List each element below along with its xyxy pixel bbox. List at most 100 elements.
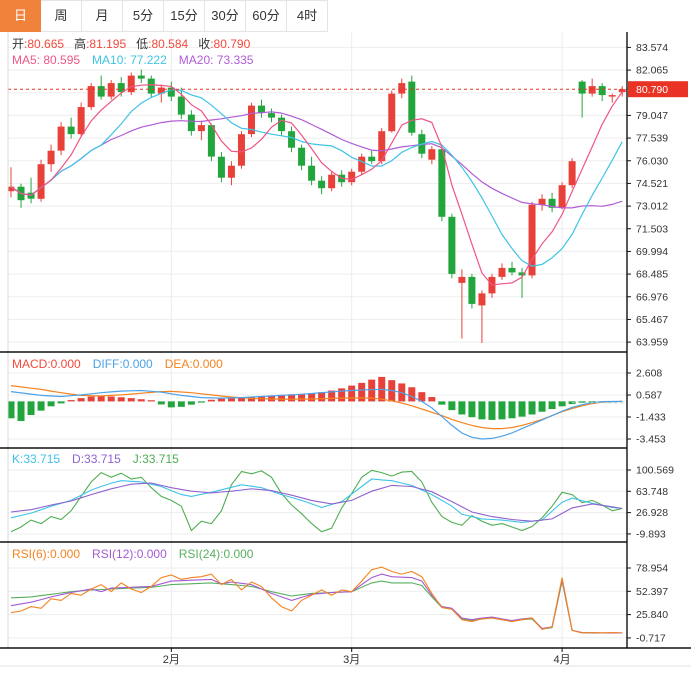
candle xyxy=(278,117,286,132)
candle xyxy=(588,86,596,94)
axis-tick-label: 63.959 xyxy=(636,337,668,349)
macd-bar xyxy=(147,400,155,402)
axis-tick-label: 69.994 xyxy=(636,246,668,258)
macd-bar xyxy=(358,382,366,402)
candle xyxy=(428,149,436,160)
period-tabbar: 日周月 5分 15分 30分 60分 4时 xyxy=(0,0,691,32)
candle xyxy=(388,93,396,132)
chart-svg[interactable]: 80.790 83.574 82.065 79.047 77.539 76.030 74.5… xyxy=(0,32,691,676)
candle xyxy=(268,113,276,118)
tab-day[interactable]: 日 xyxy=(0,0,41,32)
candle xyxy=(408,81,416,133)
candle xyxy=(298,147,306,166)
candle xyxy=(247,105,255,135)
series-line xyxy=(10,573,623,634)
candle xyxy=(318,180,326,189)
axis-tick-label: 100.569 xyxy=(636,465,674,477)
axis-tick-label: 0.587 xyxy=(636,390,662,402)
macd-bar xyxy=(318,392,326,402)
tab-5min[interactable]: 5分 xyxy=(123,0,164,32)
axis-tick-label: -0.717 xyxy=(636,633,666,645)
candle xyxy=(288,131,296,148)
candle xyxy=(448,216,456,274)
macd-bar xyxy=(508,401,516,419)
macd-bar xyxy=(438,401,446,405)
macd-bar xyxy=(27,401,35,416)
macd-bar xyxy=(328,390,336,402)
axis-tick-label: 65.467 xyxy=(636,314,668,326)
macd-bar xyxy=(468,401,476,418)
axis-tick-label: 77.539 xyxy=(636,133,668,145)
macd-bar xyxy=(458,401,466,415)
tab-30min[interactable]: 30分 xyxy=(205,0,246,32)
series-line xyxy=(10,566,623,634)
macd-bar xyxy=(308,393,316,402)
candle xyxy=(117,83,125,93)
candle xyxy=(578,81,586,94)
candle xyxy=(237,134,245,166)
candle xyxy=(57,126,65,151)
macd-bar xyxy=(298,393,306,402)
candle xyxy=(107,83,115,97)
macd-bar xyxy=(17,401,25,422)
tab-15min[interactable]: 15分 xyxy=(164,0,205,32)
macd-bar xyxy=(47,401,55,407)
axis-tick-label: 74.521 xyxy=(636,178,668,190)
candle xyxy=(167,87,175,97)
macd-bar xyxy=(197,401,205,403)
candle xyxy=(87,86,95,108)
macd-bar xyxy=(448,401,456,411)
tab-60min[interactable]: 60分 xyxy=(246,0,287,32)
candle xyxy=(47,150,55,165)
current-price-badge xyxy=(628,81,688,98)
macd-bar xyxy=(588,401,596,403)
series-line xyxy=(10,580,623,634)
series-line xyxy=(10,111,623,209)
candle xyxy=(568,161,576,186)
macd-bar xyxy=(57,401,65,404)
axis-tick-label: -1.433 xyxy=(636,412,666,424)
candle xyxy=(398,83,406,94)
macd-bar xyxy=(7,401,15,419)
macd-bar xyxy=(408,387,416,402)
macd-bar xyxy=(137,399,145,402)
axis-tick-label: 78.954 xyxy=(636,563,668,575)
tab-month[interactable]: 月 xyxy=(82,0,123,32)
axis-tick-label: 76.030 xyxy=(636,155,668,167)
macd-bar xyxy=(288,394,296,402)
candle xyxy=(608,95,616,97)
candle xyxy=(548,198,556,208)
tab-4hour[interactable]: 4时 xyxy=(287,0,328,32)
candle xyxy=(7,186,15,192)
axis-tick-label: 83.574 xyxy=(636,42,668,54)
candle xyxy=(177,96,185,115)
candle xyxy=(558,185,566,208)
axis-tick-label: -9.893 xyxy=(636,529,666,541)
series-line xyxy=(10,478,623,523)
candle xyxy=(358,156,366,172)
macd-bar xyxy=(548,401,556,410)
candle xyxy=(308,165,316,181)
tab-week[interactable]: 周 xyxy=(41,0,82,32)
macd-bar xyxy=(498,401,506,420)
axis-tick-label: 82.065 xyxy=(636,65,668,77)
candle xyxy=(438,149,446,217)
macd-bar xyxy=(87,396,95,402)
macd-bar xyxy=(207,399,215,402)
macd-bar xyxy=(518,401,526,417)
macd-bar xyxy=(348,385,356,402)
axis-tick-label: 52.397 xyxy=(636,586,668,598)
candle xyxy=(137,75,145,79)
axis-tick-label: 26.928 xyxy=(636,507,668,519)
macd-bar xyxy=(578,401,586,403)
axis-tick-label: 2.608 xyxy=(636,368,662,380)
candle xyxy=(97,86,105,97)
macd-bar xyxy=(418,392,426,402)
macd-bar xyxy=(428,397,436,402)
candle xyxy=(207,125,215,157)
candle xyxy=(618,89,626,93)
axis-tick-label: 73.012 xyxy=(636,201,668,213)
x-axis-label: 2月 xyxy=(163,654,180,666)
candle xyxy=(328,174,336,189)
